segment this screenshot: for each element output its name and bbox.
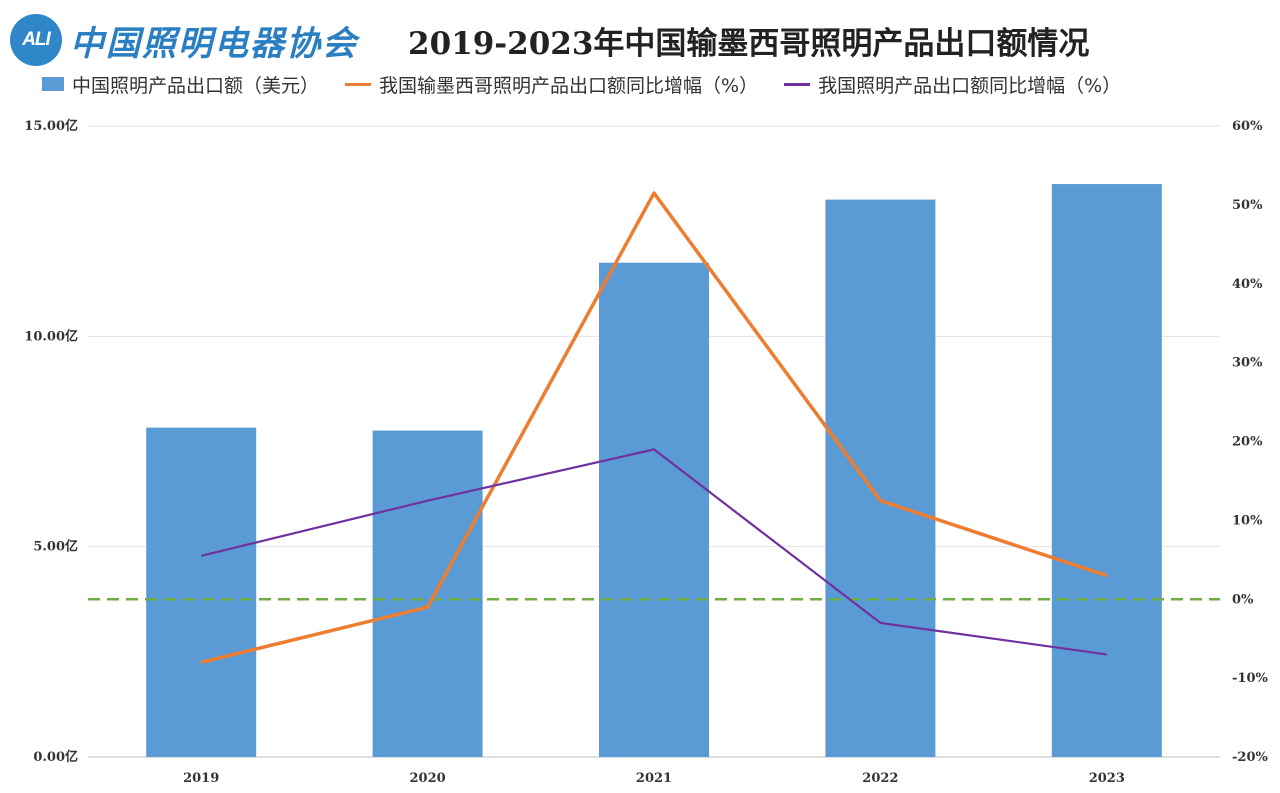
x-tick-label: 2021 <box>636 771 672 786</box>
y-right-tick-label: 30% <box>1232 356 1263 371</box>
x-tick-label: 2020 <box>410 771 446 786</box>
chart-title: 2019-2023年中国输墨西哥照明产品出口额情况 <box>408 26 1090 62</box>
x-tick-label: 2022 <box>862 771 898 786</box>
legend-label-mexico-growth: 我国输墨西哥照明产品出口额同比增幅（%） <box>379 74 759 97</box>
y-left-tick-label: 0.00亿 <box>33 749 78 765</box>
legend-swatch-total-growth <box>784 82 811 86</box>
y-right-tick-label: 0% <box>1232 592 1254 607</box>
legend: 中国照明产品出口额（美元） 我国输墨西哥照明产品出口额同比增幅（%） 我国照明产… <box>42 70 1260 98</box>
bar-2021 <box>599 262 709 757</box>
bar-2022 <box>825 199 936 757</box>
y-right-tick-label: 10% <box>1232 513 1263 528</box>
bar-2019 <box>146 427 257 757</box>
y-right-tick-label: -20% <box>1232 750 1268 765</box>
legend-item-mexico-growth: 我国输墨西哥照明产品出口额同比增幅（%） <box>345 71 758 98</box>
logo: ALI 中国照明电器协会 <box>10 14 358 66</box>
y-left-tick-label: 10.00亿 <box>24 328 78 344</box>
y-right-tick-label: 60% <box>1232 119 1263 134</box>
y-right-tick-label: -10% <box>1232 671 1268 686</box>
legend-swatch-bar <box>42 77 64 91</box>
x-tick-label: 2023 <box>1089 771 1125 786</box>
legend-swatch-mexico-growth <box>345 82 372 86</box>
line-mexico-growth <box>200 191 1108 665</box>
bar-2023 <box>1051 184 1162 757</box>
legend-label-total-growth: 我国照明产品出口额同比增幅（%） <box>818 74 1122 97</box>
line-total-growth <box>200 448 1107 656</box>
legend-label-exports: 中国照明产品出口额（美元） <box>72 74 320 97</box>
y-left-tick-label: 5.00亿 <box>33 539 78 555</box>
logo-org-name: 中国照明电器协会 <box>70 23 358 64</box>
y-right-tick-label: 50% <box>1232 198 1263 213</box>
y-left-tick-label: 15.00亿 <box>24 118 78 134</box>
y-right-tick-label: 20% <box>1232 435 1263 450</box>
legend-item-total-growth: 我国照明产品出口额同比增幅（%） <box>784 71 1121 98</box>
y-right-tick-label: 40% <box>1232 277 1263 292</box>
logo-badge: ALI <box>10 14 62 66</box>
bar-2020 <box>372 430 483 757</box>
x-tick-label: 2019 <box>183 771 219 786</box>
legend-item-bar: 中国照明产品出口额（美元） <box>42 71 319 98</box>
